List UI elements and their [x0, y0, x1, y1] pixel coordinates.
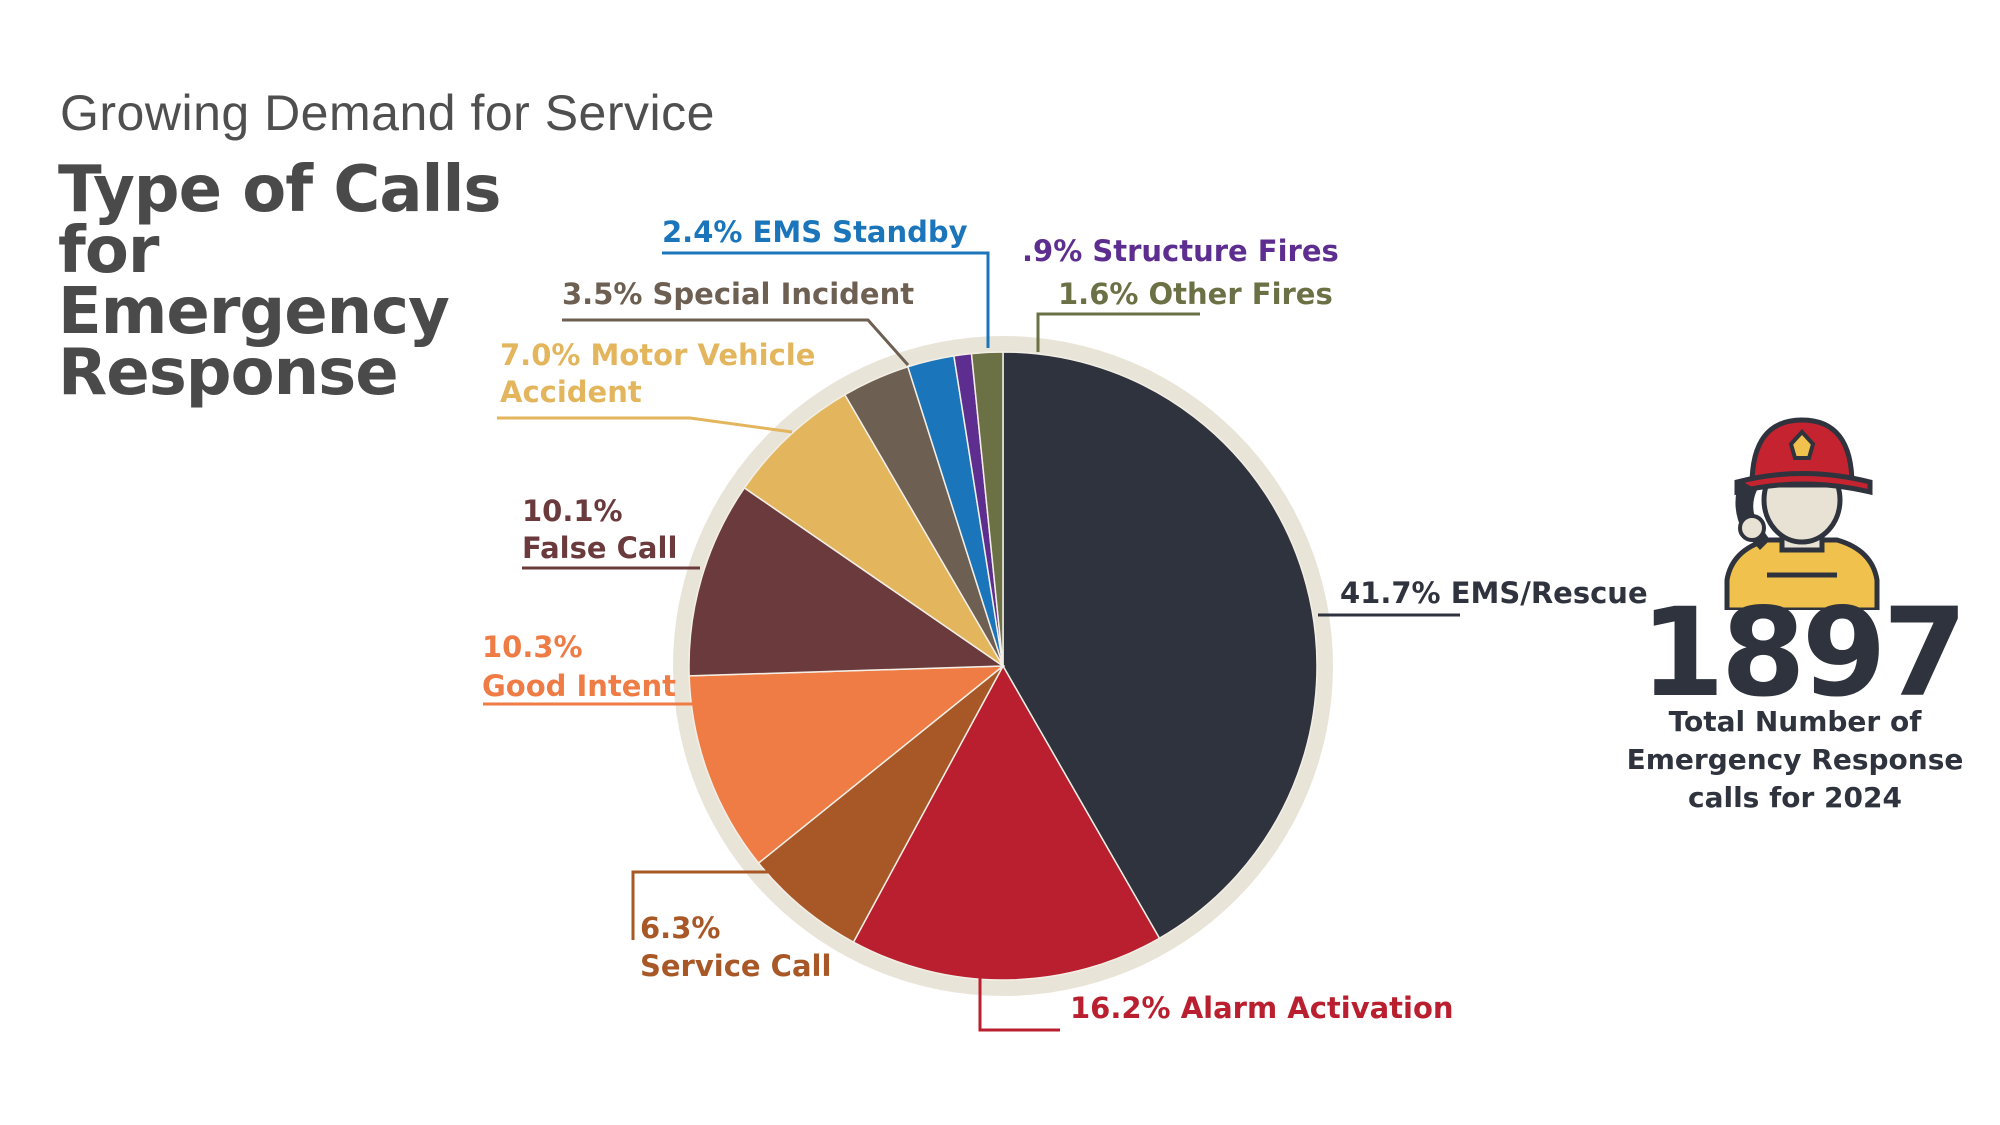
leader-line-special-incident [562, 318, 910, 366]
slice-label-service-call: 6.3% [640, 911, 720, 945]
slice-label-ems-standby: 2.4% EMS Standby [662, 215, 968, 249]
slice-label-service-call: Service Call [640, 949, 831, 983]
leader-line-service-call [631, 870, 790, 940]
leader-line-alarm-activation [978, 960, 1060, 1032]
slice-label-good-intent: Good Intent [482, 669, 676, 703]
callout-leaders [483, 251, 1460, 1032]
slice-label-special-incident: 3.5% Special Incident [562, 277, 914, 311]
total-calls-caption: Total Number of Emergency Response calls… [1626, 705, 1964, 814]
slice-label-motor-vehicle-accident: 7.0% Motor Vehicle [500, 338, 815, 372]
slice-label-false-call: False Call [522, 531, 677, 565]
slice-label-ems-rescue: 41.7% EMS/Rescue [1340, 576, 1648, 610]
pie-slice-good-intent [688, 665, 1006, 865]
callout-labels: 41.7% EMS/Rescue 16.2% Alarm Activation 6.… [482, 215, 1648, 1025]
page-title: Type of Calls for Emergency Response [58, 153, 502, 410]
pie-slices [688, 351, 1318, 981]
pie-slice-service-call [757, 665, 1004, 944]
slice-label-false-call: 10.1% [522, 494, 623, 528]
leader-line-motor-vehicle-accident [497, 416, 793, 434]
pie-slice-other-fires [970, 351, 1004, 667]
page-subtitle: Growing Demand for Service [60, 85, 715, 141]
total-calls-number: 1897 [1640, 582, 1968, 724]
pie-slice-motor-vehicle-accident [743, 393, 1004, 667]
pie-slice-false-call [688, 486, 1006, 677]
slice-label-motor-vehicle-accident: Accident [500, 375, 642, 409]
slice-label-alarm-activation: 16.2% Alarm Activation [1070, 991, 1454, 1025]
slice-label-structure-fires: .9% Structure Fires [1022, 234, 1339, 268]
slice-label-other-fires: 1.6% Other Fires [1058, 277, 1333, 311]
leader-line-other-fires [1036, 312, 1200, 352]
firefighter-phone-icon [1724, 417, 1880, 610]
leader-line-ems-standby [662, 251, 990, 348]
pie-slice-ems-rescue [1002, 351, 1318, 940]
pie-slice-alarm-activation [852, 664, 1161, 981]
slice-label-good-intent: 10.3% [482, 630, 583, 664]
